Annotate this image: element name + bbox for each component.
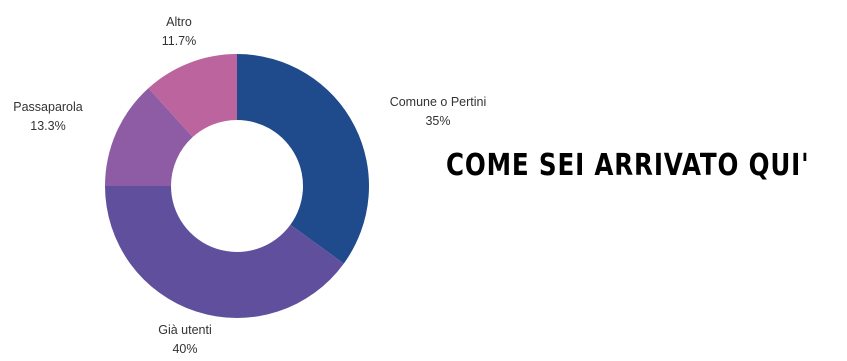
chart-title: COME SEI ARRIVATO QUI': [446, 148, 810, 183]
slice-label: Passaparola: [13, 100, 83, 114]
slice-label: Già utenti: [158, 323, 212, 337]
slice-value-label: 40%: [172, 342, 197, 356]
slice-value-label: 35%: [425, 114, 450, 128]
slice-value-label: 11.7%: [162, 34, 197, 48]
slice-label: Comune o Pertini: [390, 95, 487, 109]
donut-slice-gi-utenti: [105, 186, 344, 319]
slice-value-label: 13.3%: [30, 119, 65, 133]
donut-slice-comune-o-pertini: [237, 54, 369, 264]
donut-slice-passaparola: [105, 88, 193, 186]
slice-label: Altro: [166, 15, 192, 29]
donut-slice-altro: [148, 54, 237, 138]
